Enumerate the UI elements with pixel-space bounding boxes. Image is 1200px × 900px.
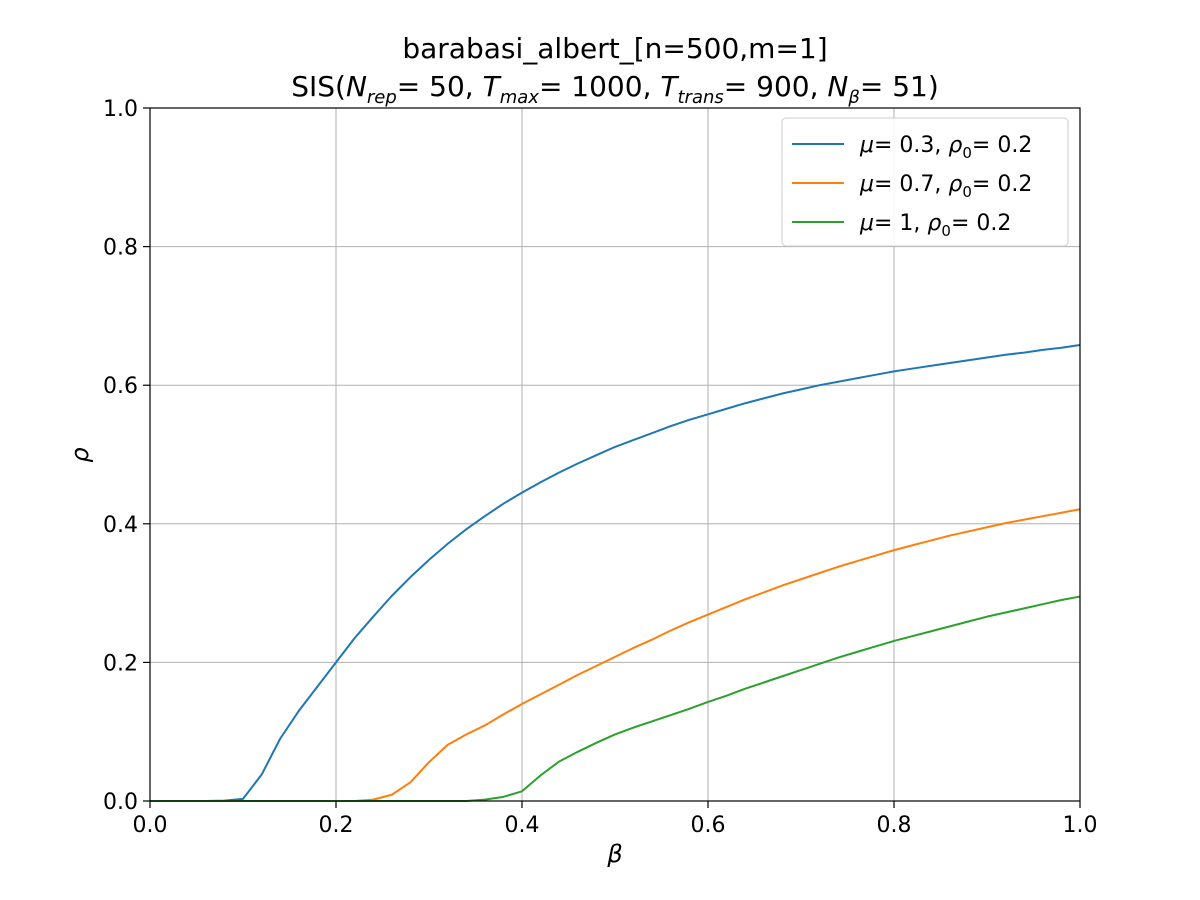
- legend-rho-subscript: 0: [962, 144, 972, 162]
- y-tick-label: 0.8: [103, 236, 138, 261]
- series-line-1: [150, 344, 1081, 802]
- subtitle-param-value: = 50: [397, 70, 465, 103]
- legend-rho-subscript: 0: [962, 183, 972, 201]
- chart-title-group: barabasi_albert_[n=500,m=1] SIS(Nrep= 50…: [291, 32, 939, 108]
- chart-subtitle: SIS(Nrep= 50, Tmax= 1000, Ttrans= 900, N…: [291, 70, 939, 108]
- legend: μ= 0.3, ρ0= 0.2μ= 0.7, ρ0= 0.2μ= 1, ρ0= …: [781, 117, 1069, 247]
- legend-mu-value: = 0.3,: [874, 133, 948, 158]
- subtitle-separator: ,: [810, 70, 828, 103]
- y-tick-label: 0.0: [103, 790, 138, 815]
- legend-rho-value: = 0.2: [951, 211, 1011, 236]
- y-axis-label: ρ: [66, 447, 94, 462]
- legend-rho-value: = 0.2: [972, 133, 1032, 158]
- subtitle-param-value: = 900: [724, 70, 810, 103]
- subtitle-param-value: = 51: [860, 70, 928, 103]
- x-tick-label: 0.0: [133, 813, 168, 838]
- subtitle-param-symbol: N: [346, 70, 367, 103]
- y-axis-ticks: 0.0 0.2 0.4 0.6 0.8 1.0: [103, 97, 150, 815]
- legend-rho-subscript: 0: [941, 222, 951, 240]
- legend-mu-value: = 1,: [874, 211, 927, 236]
- legend-entry: μ= 0.7, ρ0= 0.2: [859, 172, 1032, 201]
- subtitle-separator: ,: [465, 70, 483, 103]
- y-tick-label: 0.4: [103, 513, 138, 538]
- legend-mu-symbol: μ: [859, 133, 874, 158]
- y-tick-label: 0.6: [103, 374, 138, 399]
- subtitle-prefix: SIS(: [291, 70, 346, 103]
- plot-frame: [149, 107, 1081, 802]
- legend-rho-symbol: ρ: [948, 172, 962, 197]
- x-tick-label: 0.4: [505, 813, 540, 838]
- x-tick-label: 0.6: [691, 813, 726, 838]
- y-tick-label: 0.2: [103, 651, 138, 676]
- subtitle-param-subscript: trans: [677, 87, 723, 108]
- subtitle-param-value: = 1000: [539, 70, 643, 103]
- subtitle-param-subscript: max: [500, 87, 540, 108]
- legend-mu-symbol: μ: [859, 211, 874, 236]
- subtitle-param-symbol: T: [483, 70, 502, 103]
- subtitle-param-subscript: β: [847, 87, 860, 108]
- subtitle-param-symbol: T: [660, 70, 679, 103]
- legend-rho-symbol: ρ: [927, 211, 941, 236]
- chart-title: barabasi_albert_[n=500,m=1]: [402, 32, 827, 65]
- legend-rho-symbol: ρ: [948, 133, 962, 158]
- subtitle-suffix: ): [928, 70, 939, 103]
- x-axis-label: β: [606, 840, 622, 868]
- legend-mu-symbol: μ: [859, 172, 874, 197]
- x-tick-label: 0.2: [319, 813, 354, 838]
- y-tick-label: 1.0: [103, 97, 138, 122]
- legend-box: [781, 117, 1069, 247]
- legend-entry: μ= 1, ρ0= 0.2: [859, 211, 1011, 240]
- x-axis-ticks: 0.0 0.2 0.4 0.6 0.8 1.0: [133, 801, 1098, 838]
- subtitle-separator: ,: [643, 70, 661, 103]
- legend-entry: μ= 0.3, ρ0= 0.2: [859, 133, 1032, 162]
- subtitle-param-subscript: rep: [367, 87, 397, 108]
- x-tick-label: 0.8: [877, 813, 912, 838]
- x-tick-label: 1.0: [1063, 813, 1098, 838]
- legend-rho-value: = 0.2: [972, 172, 1032, 197]
- legend-mu-value: = 0.7,: [874, 172, 948, 197]
- subtitle-param-symbol: N: [827, 70, 848, 103]
